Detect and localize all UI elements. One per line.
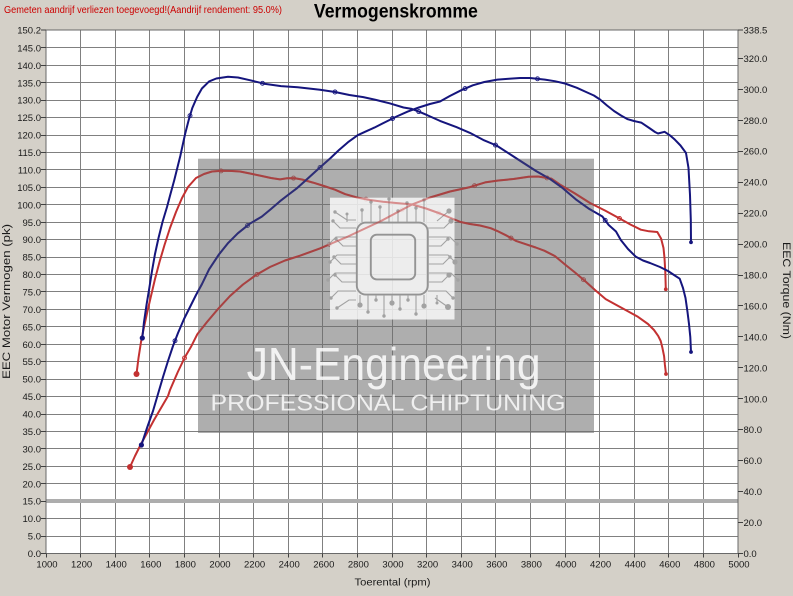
svg-text:80.0: 80.0 xyxy=(23,270,42,281)
svg-text:2200: 2200 xyxy=(244,560,265,571)
svg-text:1400: 1400 xyxy=(106,560,127,571)
svg-text:100.0: 100.0 xyxy=(17,200,41,211)
svg-text:30.0: 30.0 xyxy=(23,444,42,455)
svg-text:20.0: 20.0 xyxy=(23,479,42,490)
svg-text:4400: 4400 xyxy=(625,560,646,571)
svg-text:JN-Engineering: JN-Engineering xyxy=(247,338,541,390)
svg-text:130.0: 130.0 xyxy=(17,96,41,107)
svg-text:135.0: 135.0 xyxy=(17,78,41,89)
svg-text:0.0: 0.0 xyxy=(28,549,41,560)
svg-text:145.0: 145.0 xyxy=(17,43,41,54)
svg-text:Gemeten aandrijf verliezen toe: Gemeten aandrijf verliezen toegevoegd!(A… xyxy=(4,5,282,16)
svg-text:3200: 3200 xyxy=(417,560,438,571)
svg-text:140.0: 140.0 xyxy=(744,332,768,343)
svg-text:150.2: 150.2 xyxy=(17,25,41,36)
svg-text:120.0: 120.0 xyxy=(744,363,768,374)
svg-text:4800: 4800 xyxy=(694,560,715,571)
svg-text:105.0: 105.0 xyxy=(17,183,41,194)
svg-text:40.0: 40.0 xyxy=(23,410,42,421)
svg-text:45.0: 45.0 xyxy=(23,392,42,403)
svg-text:1600: 1600 xyxy=(140,560,161,571)
svg-text:3000: 3000 xyxy=(382,560,403,571)
svg-text:3400: 3400 xyxy=(452,560,473,571)
svg-text:2600: 2600 xyxy=(313,560,334,571)
svg-text:220.0: 220.0 xyxy=(744,209,768,220)
svg-text:Toerental (rpm): Toerental (rpm) xyxy=(355,578,431,589)
svg-text:280.0: 280.0 xyxy=(744,116,768,127)
svg-text:65.0: 65.0 xyxy=(23,322,42,333)
svg-text:1800: 1800 xyxy=(175,560,196,571)
svg-text:180.0: 180.0 xyxy=(744,271,768,282)
svg-text:300.0: 300.0 xyxy=(744,85,768,96)
svg-text:5.0: 5.0 xyxy=(28,532,41,543)
svg-text:Vermogenskromme: Vermogenskromme xyxy=(314,1,478,23)
svg-text:75.0: 75.0 xyxy=(23,288,42,299)
svg-text:1200: 1200 xyxy=(71,560,92,571)
svg-text:1000: 1000 xyxy=(36,560,57,571)
svg-text:95.0: 95.0 xyxy=(23,218,42,229)
svg-text:EEC Torque (Nm): EEC Torque (Nm) xyxy=(780,242,792,339)
svg-text:25.0: 25.0 xyxy=(23,462,42,473)
svg-text:PROFESSIONAL CHIPTUNING: PROFESSIONAL CHIPTUNING xyxy=(211,390,566,416)
svg-text:200.0: 200.0 xyxy=(744,240,768,251)
svg-text:10.0: 10.0 xyxy=(23,514,42,525)
svg-text:4600: 4600 xyxy=(659,560,680,571)
svg-text:90.0: 90.0 xyxy=(23,235,42,246)
svg-text:55.0: 55.0 xyxy=(23,357,42,368)
svg-text:3600: 3600 xyxy=(486,560,507,571)
svg-text:20.0: 20.0 xyxy=(744,518,763,529)
svg-text:70.0: 70.0 xyxy=(23,305,42,316)
svg-text:4000: 4000 xyxy=(555,560,576,571)
svg-text:2400: 2400 xyxy=(279,560,300,571)
svg-text:2000: 2000 xyxy=(209,560,230,571)
svg-text:EEC Motor Vermogen (pk): EEC Motor Vermogen (pk) xyxy=(1,224,13,379)
svg-text:15.0: 15.0 xyxy=(23,497,42,508)
svg-text:240.0: 240.0 xyxy=(744,178,768,189)
svg-text:110.0: 110.0 xyxy=(18,166,41,177)
svg-text:85.0: 85.0 xyxy=(23,253,42,264)
svg-text:115.0: 115.0 xyxy=(18,148,41,159)
svg-text:338.5: 338.5 xyxy=(744,25,768,36)
svg-text:260.0: 260.0 xyxy=(744,147,768,158)
svg-text:125.0: 125.0 xyxy=(17,113,41,124)
svg-text:0.0: 0.0 xyxy=(744,549,757,560)
svg-text:60.0: 60.0 xyxy=(744,456,763,467)
svg-text:4200: 4200 xyxy=(590,560,611,571)
svg-text:160.0: 160.0 xyxy=(744,302,768,313)
svg-text:5000: 5000 xyxy=(728,560,749,571)
svg-text:140.0: 140.0 xyxy=(17,61,41,72)
svg-text:2800: 2800 xyxy=(348,560,369,571)
svg-text:60.0: 60.0 xyxy=(23,340,42,351)
svg-text:50.0: 50.0 xyxy=(23,375,42,386)
svg-text:320.0: 320.0 xyxy=(744,54,768,65)
svg-text:35.0: 35.0 xyxy=(23,427,42,438)
svg-text:120.0: 120.0 xyxy=(17,131,41,142)
svg-text:40.0: 40.0 xyxy=(744,487,763,498)
svg-text:80.0: 80.0 xyxy=(744,425,763,436)
svg-text:100.0: 100.0 xyxy=(744,394,768,405)
svg-text:3800: 3800 xyxy=(521,560,542,571)
